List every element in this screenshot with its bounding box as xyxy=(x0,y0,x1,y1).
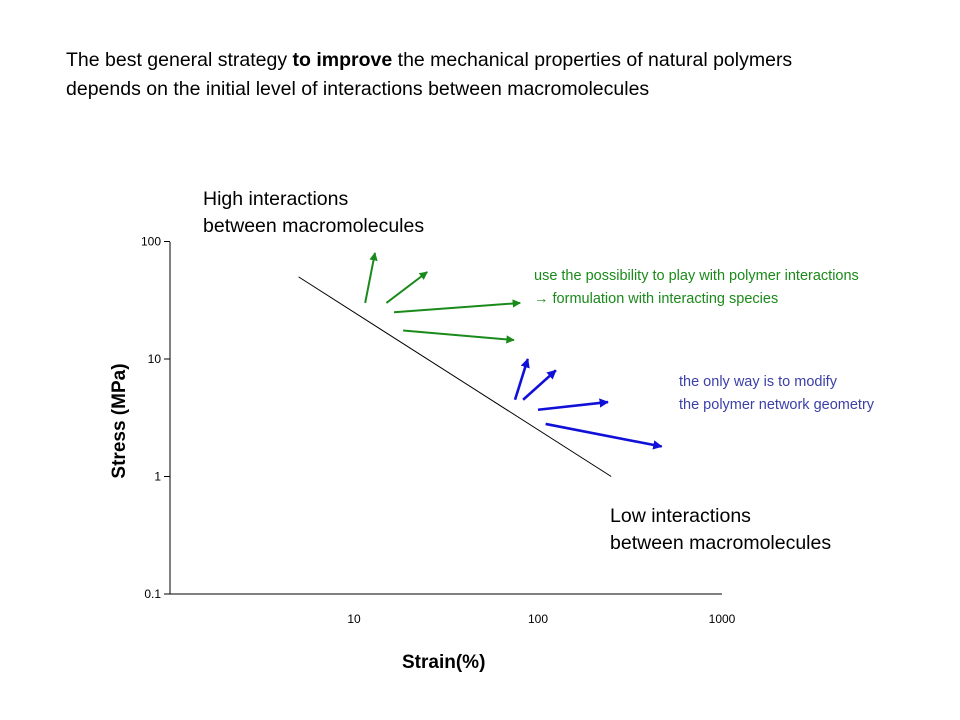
blue-annotation-line-2: the polymer network geometry xyxy=(679,397,875,413)
y-tick-label: 1 xyxy=(154,470,161,484)
green-annotation-line-2: → formulation with interacting species xyxy=(534,291,779,307)
low-interactions-line-1: Low interactions xyxy=(610,505,751,527)
blue-arrow-1 xyxy=(513,358,530,401)
headline-line-1: The best general strategy to improve the… xyxy=(66,46,956,75)
trend-line-group xyxy=(298,276,612,477)
green-annotation: use the possibility to play with polymer… xyxy=(534,265,859,311)
strategy-arrows xyxy=(364,252,663,450)
green-arrow-2 xyxy=(385,271,428,304)
blue-arrow-3 xyxy=(537,398,609,412)
green-arrow-4 xyxy=(403,329,515,344)
green-annotation-line-1: use the possibility to play with polymer… xyxy=(534,268,859,284)
x-tick-label: 10 xyxy=(347,612,361,626)
headline-emphasis: to improve xyxy=(292,49,393,71)
y-tick-label: 100 xyxy=(141,235,161,249)
headline-line-2: depends on the initial level of interact… xyxy=(66,78,650,100)
headline-text-start: The best general strategy xyxy=(66,49,293,71)
low-interactions-line-2: between macromolecules xyxy=(610,532,832,554)
x-axis-ticks: 10 100 1000 xyxy=(347,612,735,626)
x-axis-title: Strain(%) xyxy=(402,652,486,673)
blue-annotation: the only way is to modify the polymer ne… xyxy=(679,371,874,417)
low-interactions-label: Low interactions between macromolecules xyxy=(610,503,831,557)
blue-arrow-2 xyxy=(522,369,557,401)
trend-line xyxy=(298,276,612,477)
green-arrow-1 xyxy=(364,252,378,304)
high-interactions-label: High interactions between macromolecules xyxy=(203,186,424,240)
slide-headline: The best general strategy to improve the… xyxy=(66,46,956,104)
high-interactions-line-1: High interactions xyxy=(203,188,349,210)
green-arrow-3 xyxy=(393,299,522,314)
blue-arrow-4 xyxy=(545,422,663,450)
blue-annotation-line-1: the only way is to modify xyxy=(679,374,837,390)
y-tick-label: 0.1 xyxy=(144,587,161,601)
y-tick-label: 10 xyxy=(148,352,162,366)
high-interactions-line-2: between macromolecules xyxy=(203,215,425,237)
x-tick-label: 1000 xyxy=(709,612,736,626)
x-tick-label: 100 xyxy=(528,612,548,626)
headline-text-end: the mechanical properties of natural pol… xyxy=(392,49,793,71)
y-axis-ticks: 0.1 1 10 100 xyxy=(141,235,170,601)
